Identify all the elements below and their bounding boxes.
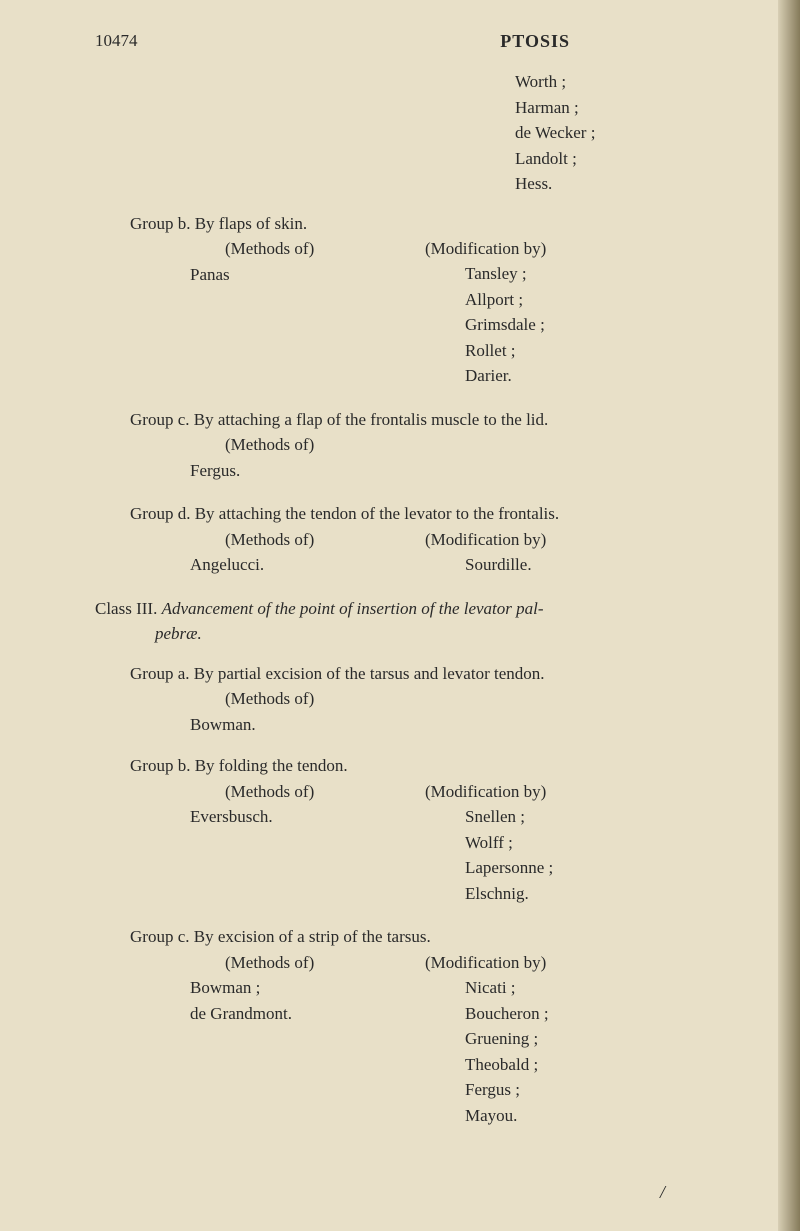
mod-item: Wolff ;	[465, 830, 740, 856]
slash-mark: /	[660, 1179, 665, 1206]
list-item: Worth ;	[515, 69, 740, 95]
modification-label: (Modification by)	[425, 950, 740, 976]
method-item: de Grandmont.	[190, 1001, 425, 1027]
class-continuation: pebræ.	[155, 621, 740, 647]
group-b-label: Group b. By flaps of skin.	[130, 211, 425, 237]
mod-item: Gruening ;	[465, 1026, 740, 1052]
method-item: Fergus.	[190, 458, 740, 484]
class-label: Class III. Advancement of the point of i…	[95, 599, 544, 618]
mod-item: Tansley ;	[465, 261, 740, 287]
group-b-right: (Modification by) Tansley ; Allport ; Gr…	[425, 211, 740, 389]
page-title: PTOSIS	[500, 28, 570, 55]
method-item: Panas	[190, 262, 425, 288]
list-item: de Wecker ;	[515, 120, 740, 146]
group-c2-section: Group c. By excision of a strip of the t…	[130, 924, 740, 1128]
page-number: 10474	[95, 28, 138, 55]
mod-item: Nicati ;	[465, 975, 740, 1001]
mod-item: Theobald ;	[465, 1052, 740, 1078]
method-item: Eversbusch.	[190, 804, 425, 830]
modification-label: (Modification by)	[425, 527, 740, 553]
page-header: 10474 PTOSIS	[95, 28, 740, 55]
group-c1-label: Group c. By attaching a flap of the fron…	[130, 407, 740, 433]
methods-label: (Methods of)	[225, 527, 425, 553]
class-iii-section: Class III. Advancement of the point of i…	[95, 596, 740, 647]
methods-label: (Methods of)	[225, 236, 425, 262]
mod-item: Fergus ;	[465, 1077, 740, 1103]
methods-label: (Methods of)	[225, 950, 425, 976]
method-item: Bowman.	[190, 712, 740, 738]
group-a-label: Group a. By partial excision of the tars…	[130, 661, 740, 687]
mod-item: Snellen ;	[465, 804, 740, 830]
group-c1-section: Group c. By attaching a flap of the fron…	[130, 407, 740, 484]
mod-item: Sourdille.	[465, 552, 740, 578]
group-c2-label: Group c. By excision of a strip of the t…	[130, 924, 740, 950]
list-item: Landolt ;	[515, 146, 740, 172]
top-names-list: Worth ; Harman ; de Wecker ; Landolt ; H…	[515, 69, 740, 197]
method-item: Bowman ;	[190, 975, 425, 1001]
modification-label: (Modification by)	[425, 779, 740, 805]
mod-item: Boucheron ;	[465, 1001, 740, 1027]
methods-label: (Methods of)	[225, 686, 740, 712]
mod-item: Allport ;	[465, 287, 740, 313]
mod-item: Grimsdale ;	[465, 312, 740, 338]
list-item: Harman ;	[515, 95, 740, 121]
methods-label: (Methods of)	[225, 779, 425, 805]
group-b2-label: Group b. By folding the tendon.	[130, 753, 740, 779]
group-b-section: Group b. By flaps of skin. (Methods of) …	[95, 211, 740, 389]
methods-label: (Methods of)	[225, 432, 740, 458]
mod-item: Mayou.	[465, 1103, 740, 1129]
group-b2-section: Group b. By folding the tendon. (Methods…	[130, 753, 740, 906]
page-edge-shadow	[778, 0, 800, 1231]
group-b-left: Group b. By flaps of skin. (Methods of) …	[95, 211, 425, 389]
group-a-section: Group a. By partial excision of the tars…	[130, 661, 740, 738]
mod-item: Darier.	[465, 363, 740, 389]
group-d-label: Group d. By attaching the tendon of the …	[130, 501, 740, 527]
mod-item: Elschnig.	[465, 881, 740, 907]
modification-label: (Modification by)	[425, 236, 740, 262]
method-item: Angelucci.	[190, 552, 425, 578]
list-item: Hess.	[515, 171, 740, 197]
mod-item: Rollet ;	[465, 338, 740, 364]
group-d-section: Group d. By attaching the tendon of the …	[130, 501, 740, 578]
mod-item: Lapersonne ;	[465, 855, 740, 881]
